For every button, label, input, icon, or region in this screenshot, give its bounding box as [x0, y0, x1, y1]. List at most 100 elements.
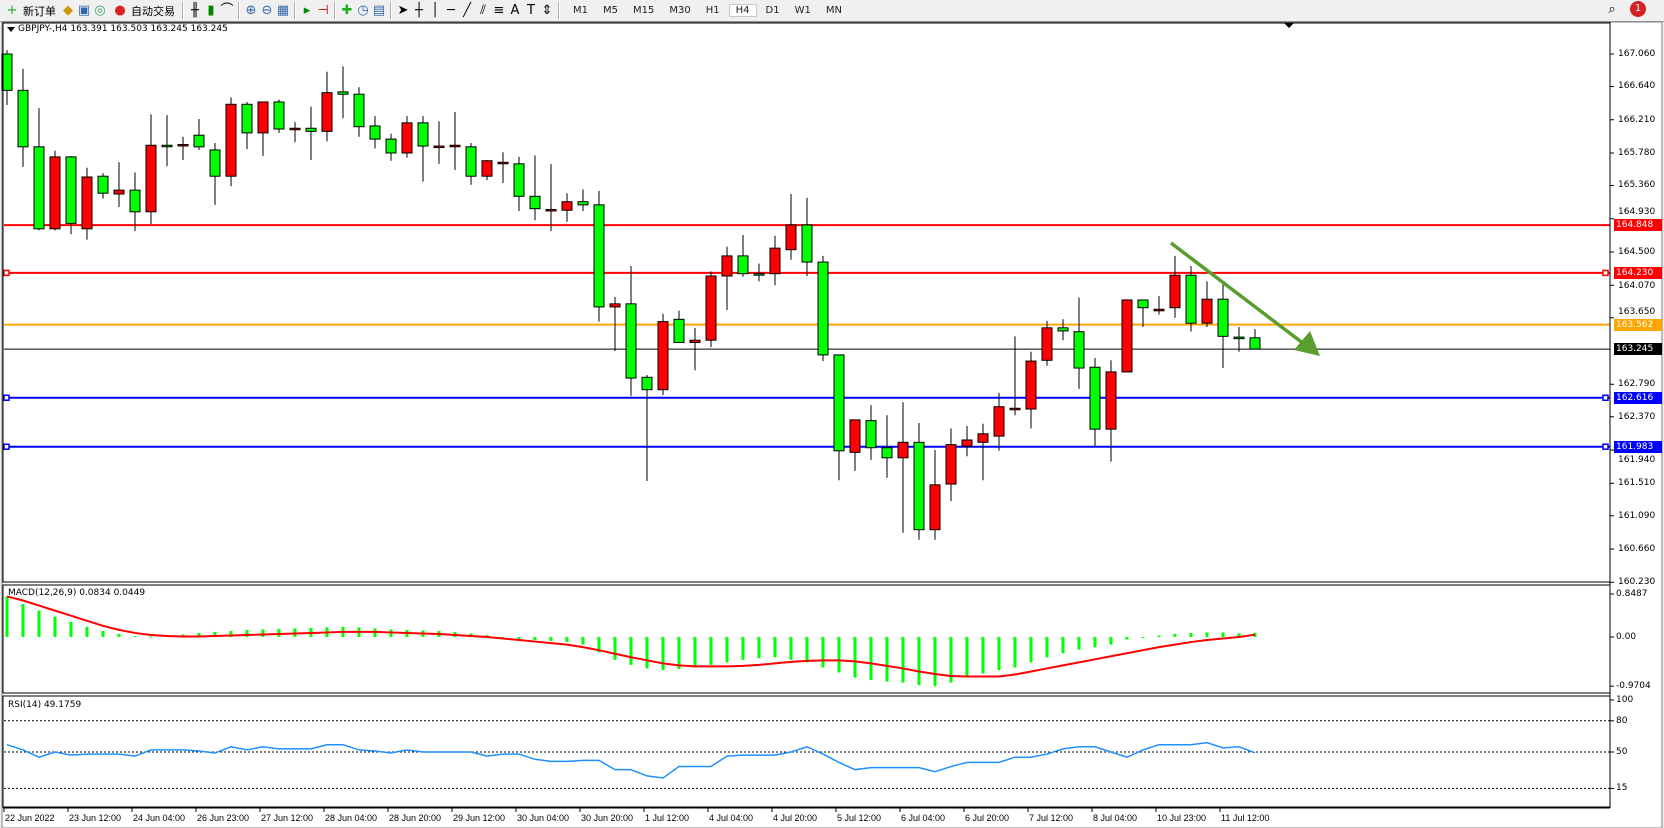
- candle-body: [1105, 371, 1117, 430]
- main-pane-frame: [2, 22, 1611, 583]
- macd-histogram-bar: [213, 631, 217, 637]
- timeframe-m15[interactable]: M15: [633, 5, 655, 16]
- candle: [801, 197, 813, 276]
- candle: [177, 136, 189, 160]
- price-tick-label: 166.210: [1618, 114, 1656, 125]
- tile-windows-icon[interactable]: ▦: [276, 2, 290, 18]
- candle-body: [945, 444, 957, 485]
- timeframe-m5[interactable]: M5: [603, 5, 618, 16]
- macd-histogram-bar: [933, 637, 937, 687]
- macd-histogram-bar: [805, 637, 809, 663]
- new-order-button[interactable]: + 新订单: [0, 1, 60, 20]
- macd-histogram-bar: [613, 637, 617, 660]
- auto-trading-button[interactable]: ● 自动交易: [108, 1, 179, 20]
- line-anchor-icon[interactable]: [3, 394, 10, 401]
- candle: [385, 133, 397, 161]
- equidistant-channel-icon[interactable]: ⫽: [480, 2, 486, 18]
- candle-body: [993, 406, 1005, 437]
- line-chart-icon[interactable]: ⌒: [220, 2, 234, 18]
- price-tick-label: 164.930: [1618, 207, 1656, 218]
- timeframe-d1[interactable]: D1: [765, 5, 780, 16]
- candle: [225, 97, 237, 187]
- time-axis-label: 8 Jul 04:00: [1093, 813, 1138, 823]
- candle: [737, 234, 749, 277]
- signals-icon[interactable]: ◎: [94, 2, 106, 18]
- autoscroll-icon[interactable]: ▸: [303, 2, 311, 18]
- chart-background: [1, 21, 1663, 828]
- candle: [609, 296, 621, 352]
- fibonacci-icon[interactable]: ≡: [493, 2, 505, 18]
- time-axis-label: 28 Jun 20:00: [389, 813, 442, 823]
- chart-shift-marker-icon[interactable]: [1284, 23, 1294, 28]
- indicators-icon[interactable]: ✚: [341, 2, 353, 18]
- candle-body: [417, 122, 429, 147]
- line-anchor-icon[interactable]: [3, 269, 10, 277]
- candle-body: [241, 103, 253, 134]
- text-icon[interactable]: A: [510, 2, 520, 18]
- templates-icon[interactable]: ▤: [372, 2, 386, 18]
- timeframe-mn[interactable]: MN: [825, 5, 842, 16]
- price-tick-label: 164.500: [1618, 247, 1656, 258]
- bar-chart-icon[interactable]: ╫: [191, 2, 199, 18]
- zoom-out-icon[interactable]: ⊖: [261, 2, 273, 18]
- line-anchor-icon[interactable]: [1602, 394, 1609, 401]
- macd-histogram-bar: [549, 637, 553, 642]
- candle: [945, 428, 957, 502]
- search-icon[interactable]: ⌕: [1608, 2, 1616, 17]
- candle: [897, 402, 909, 533]
- candle-body: [1201, 298, 1213, 324]
- navigator-icon[interactable]: ◆: [63, 2, 73, 18]
- macd-histogram-bar: [645, 637, 649, 669]
- auto-trading-label: 自动交易: [131, 4, 175, 18]
- notification-badge[interactable]: 1: [1630, 1, 1646, 17]
- macd-histogram-bar: [1061, 637, 1065, 654]
- trendline-icon[interactable]: ╱: [463, 2, 471, 18]
- cursor-icon[interactable]: ➤: [397, 2, 409, 18]
- timeframe-h4[interactable]: H4: [728, 4, 757, 17]
- horizontal-line-icon[interactable]: ─: [447, 2, 455, 18]
- periods-icon[interactable]: ◷: [357, 2, 369, 18]
- chart-shift-icon[interactable]: ⊣: [317, 2, 329, 18]
- timeframe-w1[interactable]: W1: [794, 5, 811, 16]
- vertical-line-icon[interactable]: │: [431, 2, 439, 18]
- candle: [993, 392, 1005, 451]
- line-anchor-icon[interactable]: [1602, 269, 1609, 277]
- candle: [769, 235, 781, 286]
- arrows-icon[interactable]: ⇕: [541, 2, 553, 18]
- macd-histogram-bar: [1029, 637, 1033, 663]
- macd-histogram-bar: [789, 637, 793, 660]
- time-axis-label: 1 Jul 12:00: [645, 813, 690, 823]
- macd-histogram-bar: [1077, 637, 1081, 650]
- candle-body: [721, 255, 733, 277]
- zoom-in-icon[interactable]: ⊕: [245, 2, 257, 18]
- candlestick-icon[interactable]: ▮: [207, 2, 215, 18]
- candle-body: [225, 103, 237, 177]
- candle: [721, 246, 733, 311]
- macd-histogram-bar: [85, 626, 89, 637]
- text-label-icon[interactable]: T: [527, 2, 535, 18]
- timeframe-m30[interactable]: M30: [669, 5, 691, 16]
- candle-body: [449, 144, 461, 148]
- rsi-axis-label: 80: [1616, 715, 1628, 726]
- chart-menu-triangle-icon[interactable]: [7, 27, 15, 32]
- candle: [753, 263, 765, 282]
- macd-histogram-bar: [917, 637, 921, 686]
- macd-axis-label: 0.8487: [1616, 588, 1648, 599]
- timeframe-h1[interactable]: H1: [705, 5, 720, 16]
- timeframe-m1[interactable]: M1: [573, 5, 588, 16]
- macd-axis-label: 0.00: [1616, 632, 1637, 642]
- candle-body: [65, 156, 77, 224]
- line-anchor-icon[interactable]: [1602, 443, 1609, 450]
- trend-arrow[interactable]: [1169, 241, 1310, 349]
- candle-body: [289, 127, 301, 131]
- crosshair-icon[interactable]: ┼: [415, 2, 423, 18]
- candle-body: [177, 143, 189, 147]
- candle: [305, 106, 317, 160]
- arrow-head-icon: [1294, 331, 1320, 356]
- line-anchor-icon[interactable]: [3, 443, 10, 450]
- time-axis-label: 6 Jul 20:00: [965, 813, 1010, 823]
- new-order-icon: +: [6, 2, 18, 18]
- candle: [689, 327, 701, 371]
- terminal-icon[interactable]: ▣: [77, 2, 91, 18]
- price-line-label: 163.245: [1614, 343, 1662, 356]
